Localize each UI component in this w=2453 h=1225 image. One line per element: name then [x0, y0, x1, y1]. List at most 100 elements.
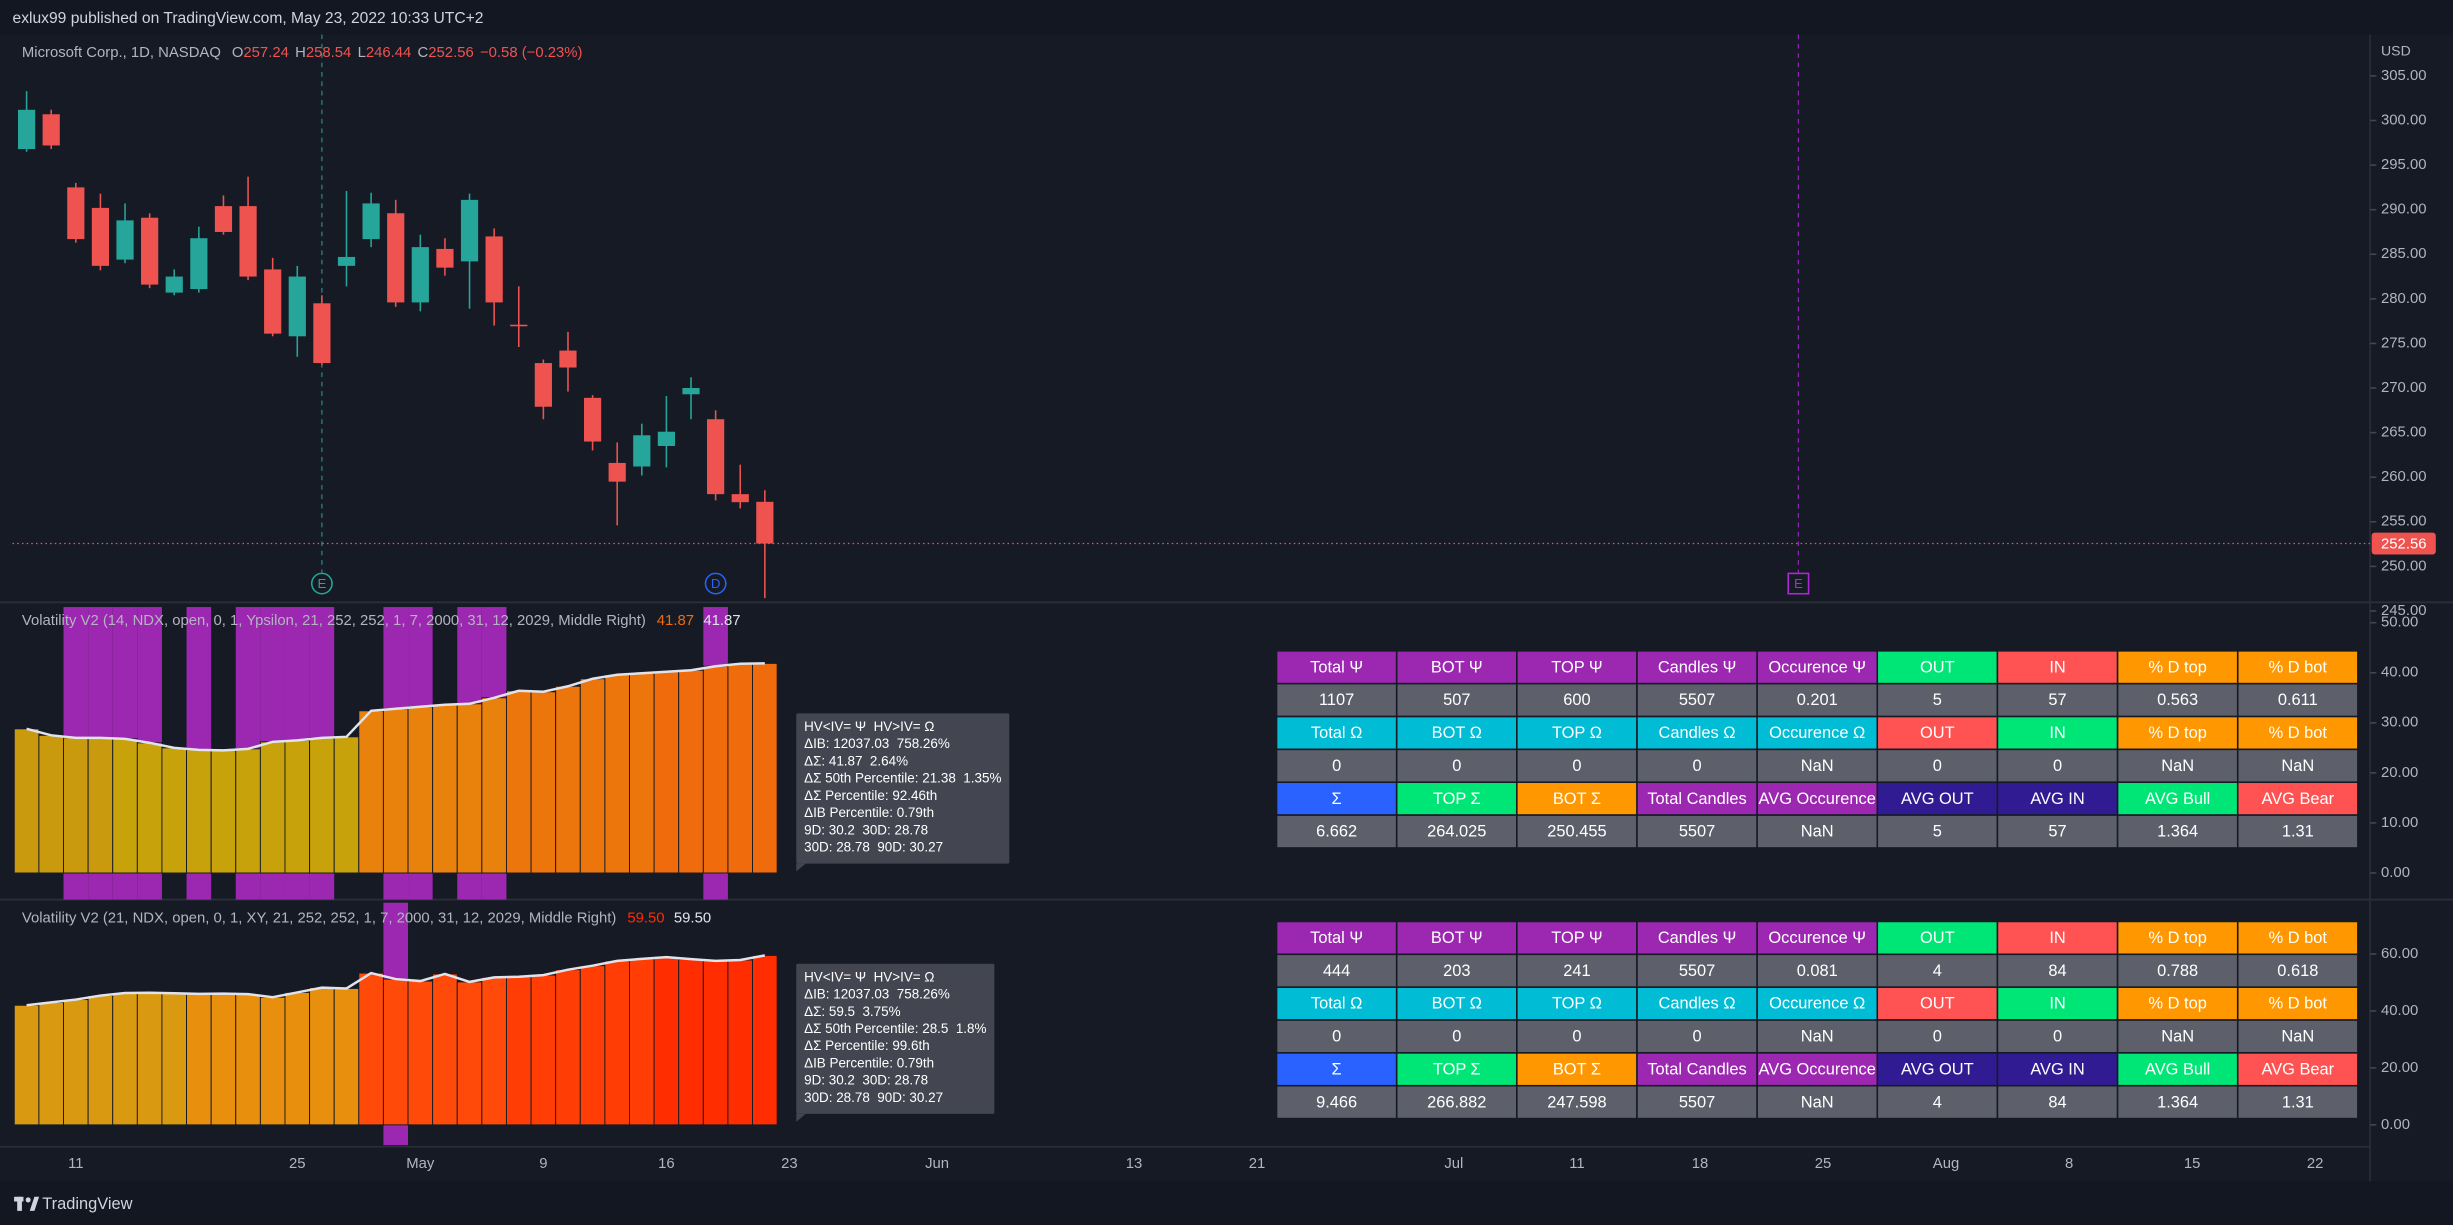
table-cell	[1756, 920, 1879, 956]
bar	[235, 993, 261, 1126]
table-cell-text: 4	[1933, 1093, 1942, 1111]
table-cell	[1996, 953, 2119, 988]
bar	[63, 737, 89, 874]
table-cell-text: OUT	[1920, 929, 1955, 947]
bar	[555, 969, 581, 1126]
candle-body	[510, 324, 528, 327]
table-cell	[1996, 1084, 2119, 1120]
candle-body	[17, 109, 36, 150]
tooltip-line: ΔΣ: 41.87 2.64%	[804, 753, 908, 768]
table-cell	[1636, 1052, 1758, 1087]
tooltip-line: ΔΣ 50th Percentile: 28.5 1.8%	[804, 1021, 986, 1036]
candle-body	[633, 435, 651, 467]
candle-body	[214, 206, 233, 232]
legend-value: 246.44	[366, 45, 411, 61]
tooltip-line: 30D: 28.78 90D: 30.27	[804, 1090, 943, 1105]
candle-body	[116, 220, 134, 260]
table-cell-text: 0	[2053, 757, 2062, 775]
table-cell-text: Candles Ψ	[1658, 658, 1736, 676]
table-cell-text: % D bot	[2269, 724, 2328, 742]
bar	[186, 993, 212, 1126]
bar	[702, 960, 729, 1126]
table-cell-text: 5507	[1679, 1093, 1716, 1111]
candle-body	[657, 431, 676, 446]
candle-body	[485, 236, 503, 303]
table-cell-text: 0.563	[2157, 691, 2198, 709]
bar	[382, 978, 409, 1126]
tooltip-pointer	[796, 863, 806, 872]
event-label: E	[1794, 576, 1803, 591]
tooltip-line: ΔΣ Percentile: 92.46th	[804, 788, 937, 803]
table-cell-text: 0	[1452, 1028, 1461, 1046]
table-cell	[1876, 814, 1999, 849]
table-cell	[1395, 650, 1518, 685]
y-tick-label: 265.00	[2381, 425, 2426, 441]
x-tick-label: 23	[781, 1156, 798, 1172]
line	[26, 662, 765, 752]
table-cell	[1876, 920, 1999, 956]
bar	[309, 987, 335, 1126]
candle-body	[608, 462, 626, 482]
table-cell-text: BOT Ω	[1432, 995, 1482, 1013]
x-tick-label: Jul	[1444, 1156, 1463, 1172]
footer-brand: TradingView	[42, 1195, 132, 1213]
table-cell-text: 250.455	[1547, 823, 1606, 841]
table-cell-text: % D top	[2148, 929, 2206, 947]
candle-body	[411, 247, 429, 303]
table-cell	[1996, 920, 2119, 956]
table-cell	[2236, 1084, 2359, 1120]
x-tick-label: 11	[68, 1156, 83, 1172]
table-cell-text: 6.662	[1316, 823, 1357, 841]
table-cell-text: IN	[2049, 724, 2065, 742]
table-cell	[2236, 814, 2359, 849]
table-cell-text: % D bot	[2269, 995, 2328, 1013]
table-cell-text: NaN	[2161, 1028, 2194, 1046]
y-tick-label: 245.00	[2381, 603, 2426, 619]
candle-body	[460, 199, 479, 262]
bar	[13, 1004, 40, 1126]
x-tick-label: 21	[1249, 1156, 1266, 1172]
line	[26, 954, 766, 1007]
bar	[407, 980, 434, 1126]
table-cell-text: 84	[2048, 1093, 2066, 1111]
y-tick-label: 0.00	[2381, 1117, 2410, 1133]
x-tick-label: 13	[1126, 1156, 1143, 1172]
bar	[112, 738, 138, 874]
bar	[284, 739, 311, 874]
table-cell-text: % D bot	[2269, 658, 2328, 676]
candle-body	[42, 114, 60, 146]
table-cell-text: NaN	[1801, 823, 1834, 841]
table-cell-text: 0	[1332, 757, 1341, 775]
table-cell-text: 0.611	[2278, 691, 2318, 709]
legend-value: 41.87	[703, 613, 740, 629]
tooltip-line: ΔIB: 12037.03 758.26%	[804, 987, 950, 1002]
x-tick-label: 8	[2065, 1156, 2073, 1172]
bar	[309, 737, 335, 874]
table-cell-text: TOP Ψ	[1551, 658, 1602, 676]
table-cell	[1876, 1019, 1999, 1054]
tooltip-pointer	[796, 1113, 806, 1122]
table-cell-text: 203	[1443, 962, 1470, 980]
table-cell	[1395, 781, 1518, 816]
tooltip-line: HV<IV= Ψ HV>IV= Ω	[804, 969, 934, 984]
tooltip-line: ΔΣ Percentile: 99.6th	[804, 1038, 930, 1053]
table-cell-text: 0.788	[2157, 962, 2198, 980]
axis-unit: USD	[2381, 42, 2411, 58]
table-cell	[1395, 1084, 1518, 1120]
table-cell-text: 0	[1572, 1028, 1581, 1046]
bar	[752, 954, 778, 1126]
table-cell-text: NaN	[1801, 757, 1834, 775]
publisher-line: exlux99 published on TradingView.com, Ma…	[13, 10, 484, 27]
table-cell	[1275, 715, 1398, 751]
table-cell-text: AVG OUT	[1901, 1060, 1974, 1078]
table-cell	[1275, 814, 1398, 849]
tooltip-line: HV<IV= Ψ HV>IV= Ω	[804, 719, 934, 734]
table-cell	[1876, 715, 1999, 751]
stats-table: Total Ψ BOT Ψ TOP Ψ Candles Ψ Occurence Ψ OUT…	[1275, 920, 2359, 1120]
table-cell-text: 1.364	[2157, 1093, 2198, 1111]
table-cell	[1275, 781, 1398, 816]
x-tick-label: 11	[1569, 1156, 1584, 1172]
table-cell-text: % D top	[2148, 658, 2206, 676]
table-cell-text: Σ	[1332, 790, 1342, 808]
